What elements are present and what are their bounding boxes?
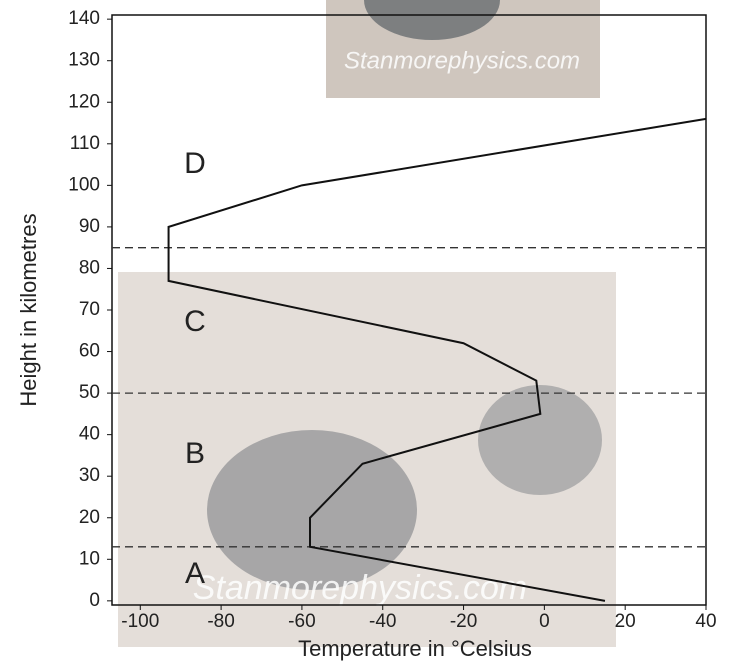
y-tick-label: 110 bbox=[70, 133, 100, 154]
chart: Stanmorephysics.com Stanmorephysics.com … bbox=[0, 0, 729, 665]
x-tick-label: -60 bbox=[288, 611, 315, 632]
y-tick-label: 0 bbox=[89, 590, 100, 611]
y-tick-label: 130 bbox=[68, 50, 100, 71]
x-tick-label: -80 bbox=[207, 611, 234, 632]
y-axis-title: Height in kilometres bbox=[16, 213, 41, 406]
y-tick-label: 70 bbox=[79, 299, 100, 320]
y-tick-label: 20 bbox=[79, 507, 100, 528]
y-tick-label: 120 bbox=[68, 91, 100, 112]
y-tick-label: 30 bbox=[79, 465, 100, 486]
y-tick-label: 10 bbox=[79, 548, 100, 569]
y-tick-label: 40 bbox=[79, 424, 100, 445]
region-label: B bbox=[185, 437, 205, 470]
y-tick-label: 140 bbox=[68, 8, 100, 29]
region-label: A bbox=[185, 557, 205, 590]
y-tick-label: 60 bbox=[79, 341, 100, 362]
y-tick-label: 100 bbox=[68, 174, 100, 195]
x-tick-label: 0 bbox=[539, 611, 550, 632]
x-tick-label: 20 bbox=[615, 611, 636, 632]
y-tick-label: 50 bbox=[79, 382, 100, 403]
x-tick-label: -20 bbox=[450, 611, 477, 632]
region-label: D bbox=[184, 147, 206, 180]
y-tick-label: 80 bbox=[79, 257, 100, 278]
x-tick-label: -40 bbox=[369, 611, 396, 632]
watermark-image bbox=[207, 430, 417, 590]
watermark-image bbox=[478, 385, 602, 495]
y-tick-label: 90 bbox=[79, 216, 100, 237]
region-label: C bbox=[184, 305, 206, 338]
watermark-text: Stanmorephysics.com bbox=[193, 569, 527, 607]
watermark-text: Stanmorephysics.com bbox=[344, 47, 580, 74]
x-axis-title: Temperature in °Celsius bbox=[298, 636, 532, 661]
x-tick-label: -100 bbox=[121, 611, 159, 632]
x-tick-label: 40 bbox=[695, 611, 716, 632]
